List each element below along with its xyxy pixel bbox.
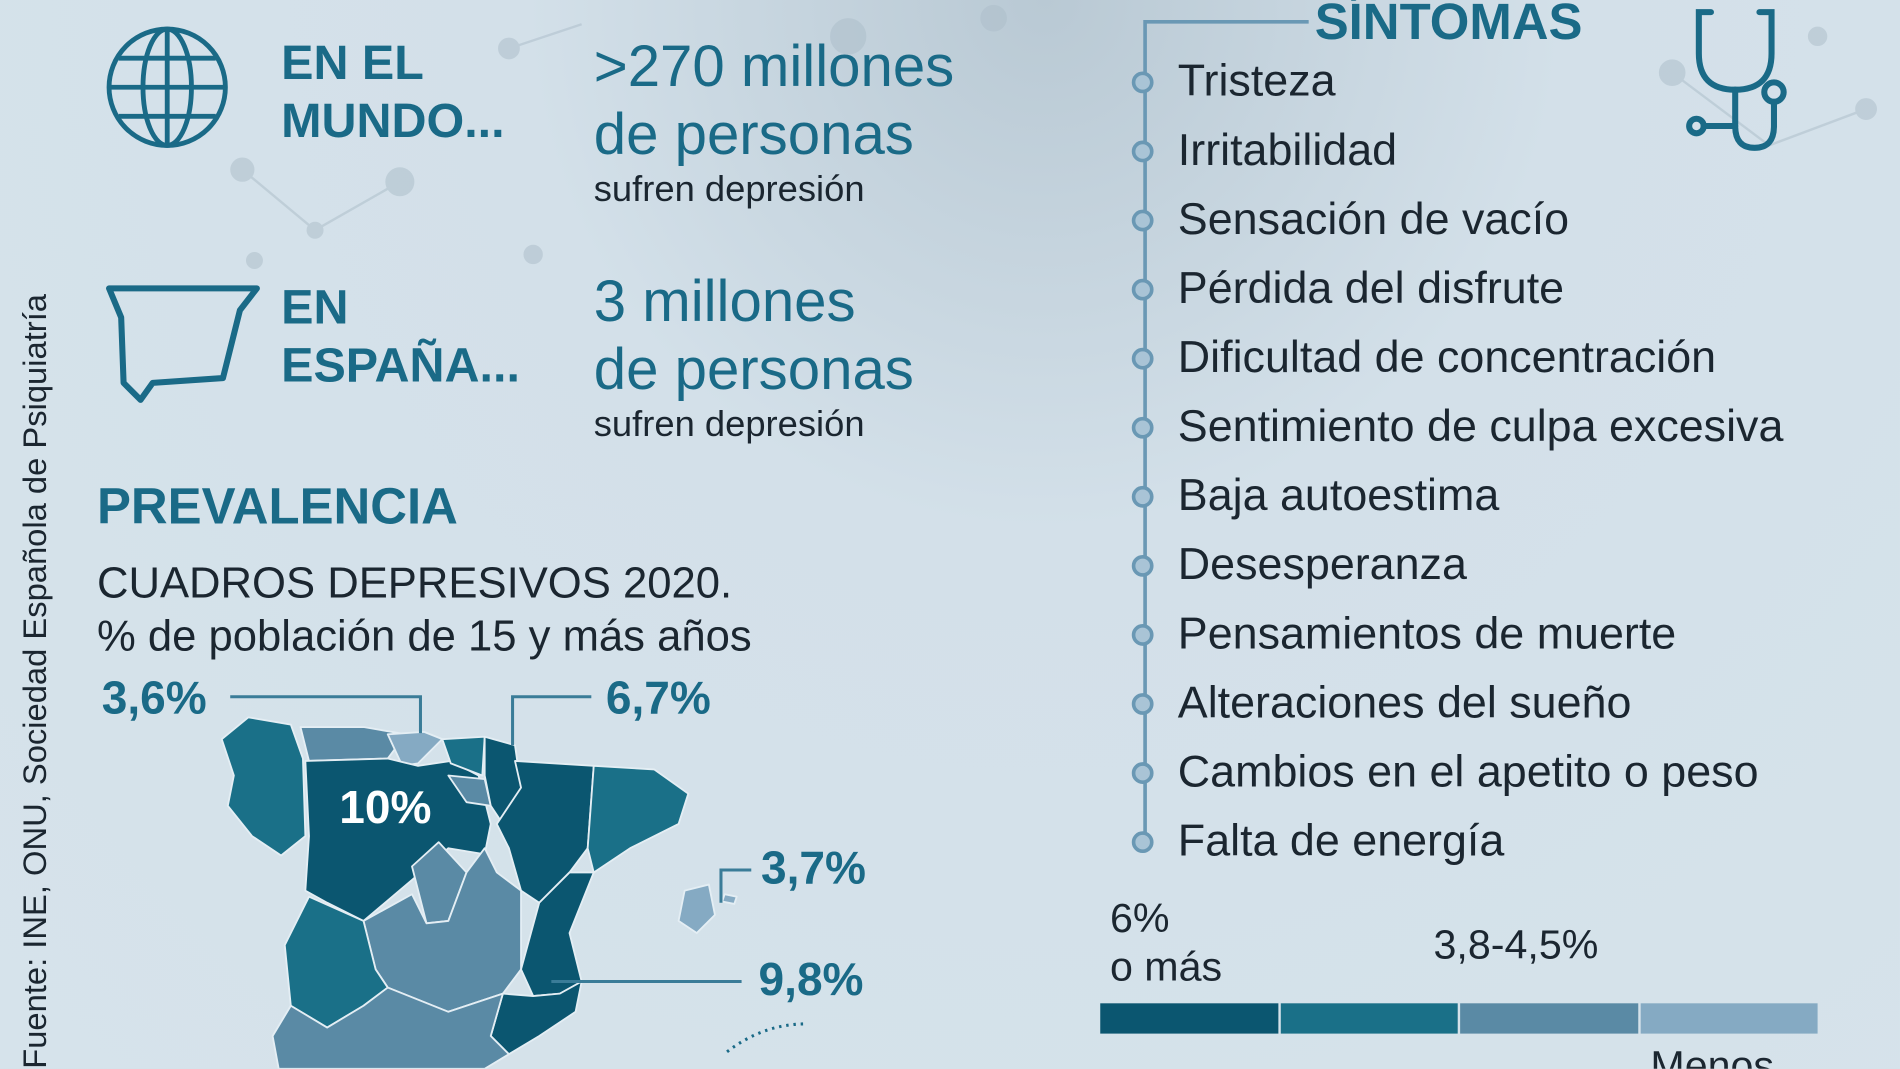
legend-high: 6% o más — [1109, 895, 1223, 990]
label-asturias-cantabria: 3,6% — [101, 673, 207, 725]
symptom-item: Desesperanza — [1177, 539, 1467, 589]
symptom-bullet-icon — [1131, 693, 1154, 715]
symptom-item: Baja autoestima — [1177, 470, 1500, 520]
canarias-divider — [726, 1022, 806, 1053]
region-andalucia — [271, 986, 510, 1069]
symptom-item: Sentimiento de culpa excesiva — [1177, 401, 1784, 451]
region-galicia — [220, 716, 307, 857]
symptom-item: Dificultad de concentración — [1177, 332, 1717, 382]
legend-low: Menos — [1650, 1043, 1775, 1069]
symptom-item: Falta de energía — [1177, 815, 1505, 866]
prevalence-subtitle: CUADROS DEPRESIVOS 2020. — [96, 557, 733, 608]
symptoms-heading: SÍNTOMAS — [1314, 0, 1583, 50]
label-baleares: 3,7% — [760, 843, 866, 895]
symptom-bullet-icon — [1131, 762, 1154, 784]
symptom-item: Tristeza — [1177, 55, 1336, 106]
symptom-bullet-icon — [1131, 140, 1154, 163]
legend-color-scale — [1100, 1003, 1818, 1034]
symptom-item: Irritabilidad — [1177, 124, 1398, 175]
symptom-bullet-icon — [1131, 554, 1154, 577]
region-pais-vasco — [441, 735, 486, 777]
spain-label: EN ESPAÑA... — [281, 281, 520, 393]
legend-swatch — [1100, 1003, 1278, 1034]
region-baleares — [677, 883, 716, 934]
symptom-item: Sensación de vacío — [1177, 193, 1570, 244]
stethoscope-icon — [1686, 9, 1787, 151]
legend-swatch — [1460, 1003, 1638, 1034]
label-valencia: 9,8% — [758, 954, 864, 1006]
symptom-item: Pérdida del disfrute — [1177, 262, 1565, 313]
symptom-bullet-icon — [1131, 347, 1154, 370]
region-asturias — [299, 726, 407, 762]
world-label: EN EL MUNDO... — [281, 36, 505, 148]
symptom-bullet-icon — [1131, 416, 1154, 439]
symptom-item: Alteraciones del sueño — [1177, 677, 1632, 728]
prevalence-unit: % de población de 15 y más años — [96, 610, 752, 661]
symptom-bullet-icon — [1131, 71, 1154, 94]
legend-swatch — [1640, 1003, 1818, 1034]
legend-swatch — [1280, 1003, 1458, 1034]
globe-icon — [106, 26, 228, 148]
symptom-bullet-icon — [1131, 485, 1154, 508]
label-castilla-leon: 10% — [339, 782, 432, 834]
symptom-bullet-icon — [1131, 831, 1154, 854]
symptom-bullet-icon — [1131, 624, 1154, 646]
region-menorca — [721, 893, 738, 905]
prevalence-heading: PREVALENCIA — [96, 477, 458, 535]
label-navarra: 6,7% — [605, 673, 711, 725]
region-cataluna — [586, 764, 690, 874]
spain-outline-icon — [106, 285, 260, 403]
legend-mid: 3,8-4,5% — [1433, 922, 1599, 969]
region-castilla-leon — [304, 757, 492, 922]
world-stat: >270 millones de personas sufren depresión — [593, 35, 955, 210]
symptom-item: Cambios en el apetito o peso — [1177, 746, 1759, 797]
spain-stat: 3 millones de personas sufren depresión — [593, 270, 914, 445]
symptom-item: Pensamientos de muerte — [1177, 608, 1677, 658]
symptom-bullet-icon — [1131, 209, 1154, 232]
symptom-bullet-icon — [1131, 278, 1154, 301]
